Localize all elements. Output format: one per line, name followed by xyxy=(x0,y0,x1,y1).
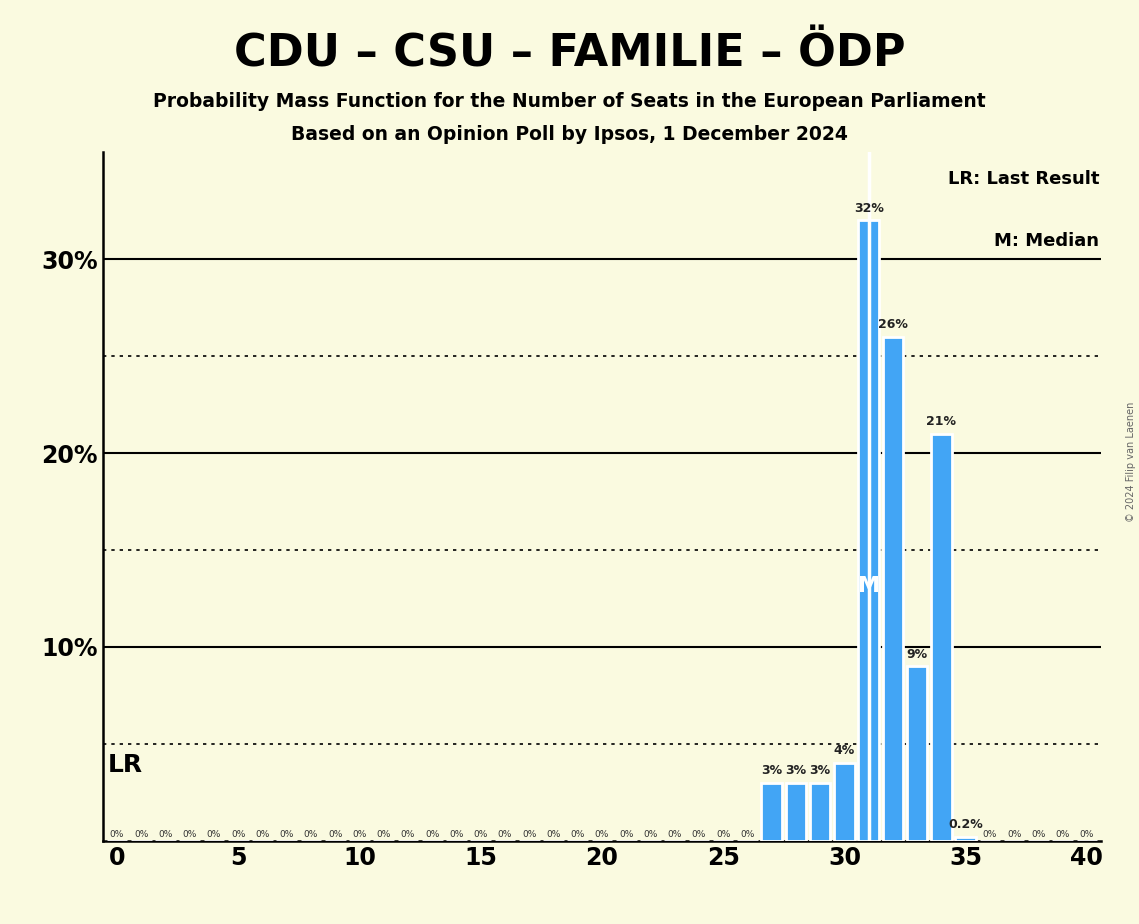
Text: 0%: 0% xyxy=(207,831,221,839)
Text: 32%: 32% xyxy=(854,201,884,214)
Text: LR: Last Result: LR: Last Result xyxy=(948,170,1099,188)
Text: 21%: 21% xyxy=(926,415,957,428)
Bar xyxy=(786,783,806,841)
Text: 0%: 0% xyxy=(571,831,585,839)
Text: M: Median: M: Median xyxy=(994,232,1099,249)
Text: 0%: 0% xyxy=(328,831,343,839)
Bar xyxy=(810,783,830,841)
Text: 0%: 0% xyxy=(498,831,513,839)
Text: 26%: 26% xyxy=(878,318,908,331)
Text: 0%: 0% xyxy=(109,831,124,839)
Text: 0%: 0% xyxy=(449,831,464,839)
Text: 0%: 0% xyxy=(1007,831,1022,839)
Text: 0%: 0% xyxy=(474,831,487,839)
Text: 0%: 0% xyxy=(522,831,536,839)
Text: Based on an Opinion Poll by Ipsos, 1 December 2024: Based on an Opinion Poll by Ipsos, 1 Dec… xyxy=(292,125,847,144)
Text: 4%: 4% xyxy=(834,745,855,758)
Text: 0%: 0% xyxy=(231,831,246,839)
Text: 0%: 0% xyxy=(618,831,633,839)
Text: CDU – CSU – FAMILIE – ÖDP: CDU – CSU – FAMILIE – ÖDP xyxy=(233,32,906,76)
Bar xyxy=(931,433,952,841)
Text: 0%: 0% xyxy=(158,831,173,839)
Text: 0%: 0% xyxy=(667,831,682,839)
Bar xyxy=(956,837,976,841)
Text: 0%: 0% xyxy=(595,831,609,839)
Text: 0%: 0% xyxy=(716,831,730,839)
Text: 0%: 0% xyxy=(1080,831,1095,839)
Text: M: M xyxy=(858,577,879,596)
Text: 0%: 0% xyxy=(304,831,318,839)
Text: 3%: 3% xyxy=(786,764,806,777)
Text: 0%: 0% xyxy=(644,831,657,839)
Text: 0%: 0% xyxy=(425,831,440,839)
Text: 0%: 0% xyxy=(352,831,367,839)
Bar xyxy=(883,336,903,841)
Text: 0%: 0% xyxy=(255,831,270,839)
Text: 0.2%: 0.2% xyxy=(949,818,983,832)
Text: 0%: 0% xyxy=(983,831,997,839)
Bar xyxy=(907,666,927,841)
Bar xyxy=(859,220,879,841)
Bar xyxy=(834,763,854,841)
Text: 0%: 0% xyxy=(691,831,706,839)
Text: 0%: 0% xyxy=(377,831,391,839)
Text: 0%: 0% xyxy=(1031,831,1046,839)
Text: 0%: 0% xyxy=(740,831,755,839)
Text: 0%: 0% xyxy=(1056,831,1070,839)
Text: 3%: 3% xyxy=(810,764,830,777)
Text: LR: LR xyxy=(107,753,142,777)
Text: 0%: 0% xyxy=(279,831,294,839)
Text: © 2024 Filip van Laenen: © 2024 Filip van Laenen xyxy=(1126,402,1136,522)
Text: 9%: 9% xyxy=(907,648,927,661)
Text: 0%: 0% xyxy=(182,831,197,839)
Text: Probability Mass Function for the Number of Seats in the European Parliament: Probability Mass Function for the Number… xyxy=(153,92,986,112)
Bar xyxy=(761,783,782,841)
Text: 0%: 0% xyxy=(401,831,416,839)
Text: 0%: 0% xyxy=(134,831,148,839)
Text: 0%: 0% xyxy=(547,831,560,839)
Text: 3%: 3% xyxy=(761,764,782,777)
